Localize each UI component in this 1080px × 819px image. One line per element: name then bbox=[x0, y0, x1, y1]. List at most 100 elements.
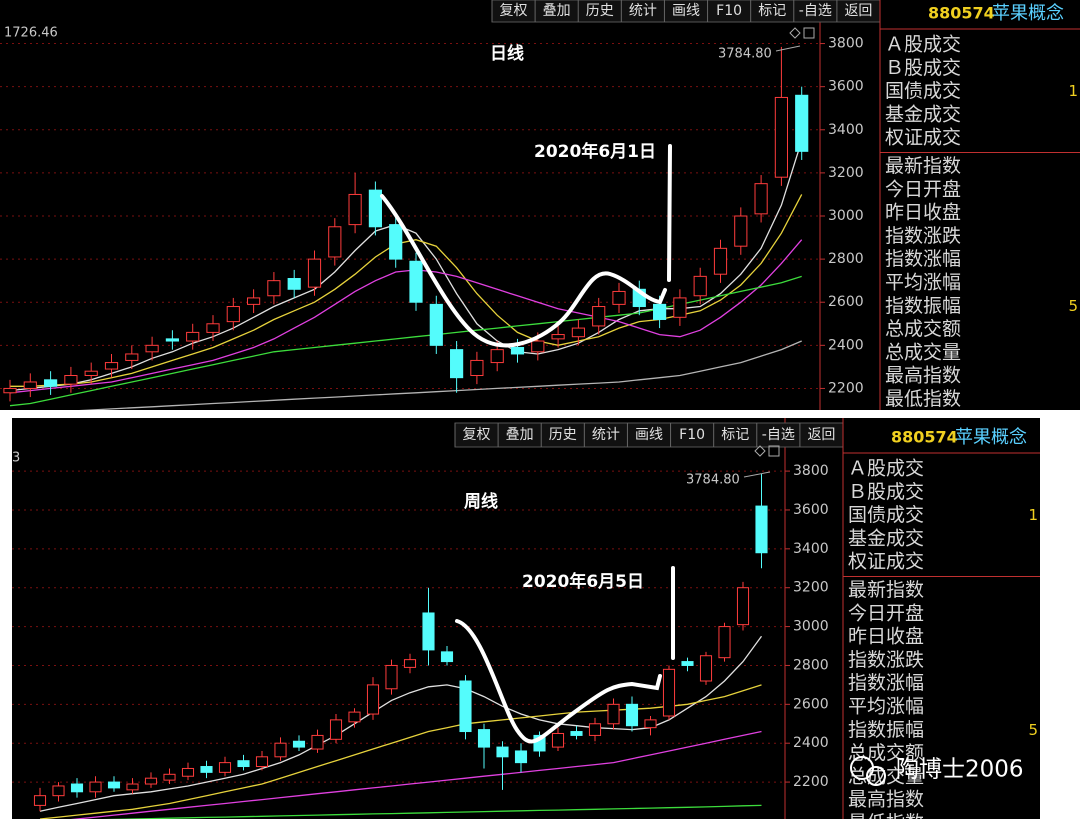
row-label: Ｂ股成交 bbox=[848, 481, 924, 503]
candle-body bbox=[366, 684, 380, 715]
row-label: 指数涨跌 bbox=[885, 225, 961, 247]
row-label: 指数涨跌 bbox=[848, 649, 924, 671]
row-label: 总成交量 bbox=[885, 341, 961, 363]
toolbar-button[interactable]: 叠加 bbox=[506, 427, 534, 443]
toolbar-button[interactable]: 返回 bbox=[807, 427, 835, 443]
toolbar-button[interactable]: F10 bbox=[716, 3, 742, 19]
candle-body bbox=[551, 334, 565, 340]
row-label: 基金成交 bbox=[885, 103, 961, 125]
row-value: 5 bbox=[1068, 297, 1078, 315]
toolbar-button[interactable]: -自选 bbox=[799, 3, 832, 19]
toolbar-button[interactable]: 历史 bbox=[586, 3, 614, 19]
candle-body bbox=[774, 96, 788, 178]
row-label: 总成交额 bbox=[885, 318, 961, 340]
row-label: 权证成交 bbox=[848, 551, 924, 573]
toolbar-button[interactable]: 画线 bbox=[672, 3, 700, 19]
toolbar-button[interactable]: 叠加 bbox=[543, 3, 571, 19]
candle-body bbox=[496, 746, 509, 758]
ma-line bbox=[10, 194, 803, 387]
candle-body bbox=[329, 719, 343, 740]
candle-body bbox=[385, 664, 398, 690]
row-label: 最高指数 bbox=[885, 365, 961, 387]
row-label: Ａ股成交 bbox=[885, 34, 961, 56]
icon bbox=[754, 445, 766, 457]
watermark: 陶博士2006 bbox=[896, 757, 1024, 783]
toolbar-button[interactable]: F10 bbox=[679, 427, 705, 443]
candle-body bbox=[736, 587, 750, 626]
ma-line bbox=[39, 684, 762, 819]
candle-body bbox=[307, 258, 322, 288]
toolbar-button[interactable]: 画线 bbox=[635, 427, 663, 443]
y-tick-label: 3800 bbox=[828, 36, 864, 52]
y-tick-label: 2800 bbox=[828, 251, 864, 267]
candle-body bbox=[64, 375, 78, 385]
hand-stroke bbox=[667, 144, 672, 282]
candle-body bbox=[795, 94, 809, 152]
high-pointer bbox=[743, 471, 771, 478]
row-label: 指数涨幅 bbox=[885, 248, 961, 270]
high-label: 3784.80 bbox=[686, 473, 740, 488]
candle-body bbox=[348, 193, 362, 226]
panel-name: 苹果概念 bbox=[992, 2, 1064, 24]
toolbar-button[interactable]: 历史 bbox=[549, 427, 577, 443]
ma-line bbox=[79, 340, 802, 410]
toolbar-button[interactable]: 标记 bbox=[758, 3, 786, 19]
row-value: 1 bbox=[1028, 506, 1038, 524]
row-label: 今日开盘 bbox=[848, 602, 924, 624]
hand-stroke bbox=[380, 194, 667, 348]
ma-line bbox=[9, 275, 802, 407]
candle-body bbox=[693, 275, 707, 297]
corner-label: 3 bbox=[12, 451, 20, 466]
candle-body bbox=[247, 297, 261, 305]
candle-body bbox=[368, 189, 382, 228]
candle-body bbox=[713, 247, 728, 275]
row-label: 最新指数 bbox=[848, 579, 924, 601]
toolbar-button[interactable]: 复权 bbox=[463, 426, 491, 443]
candle-body bbox=[754, 183, 768, 215]
candle-body bbox=[429, 303, 443, 346]
toolbar-button[interactable]: 标记 bbox=[721, 427, 749, 443]
row-value: 5 bbox=[1028, 721, 1038, 739]
row-label: Ａ股成交 bbox=[848, 458, 924, 480]
high-pointer bbox=[775, 45, 801, 52]
y-tick-label: 2400 bbox=[793, 735, 829, 751]
icon bbox=[789, 27, 801, 39]
candle-body bbox=[510, 346, 525, 355]
candle-body bbox=[70, 783, 84, 793]
candle-body bbox=[718, 626, 731, 659]
y-tick-label: 2600 bbox=[793, 696, 829, 712]
row-label: 最新指数 bbox=[885, 155, 961, 177]
candle-body bbox=[267, 280, 281, 297]
candle-body bbox=[107, 781, 121, 789]
row-value: 1 bbox=[1068, 82, 1078, 100]
candle-body bbox=[186, 331, 200, 342]
candle-body bbox=[440, 651, 454, 663]
candle-body bbox=[23, 381, 37, 389]
y-tick-label: 2400 bbox=[828, 337, 864, 353]
corner-label: 1726.46 bbox=[4, 26, 58, 41]
y-tick-label: 3600 bbox=[793, 502, 829, 518]
candle-body bbox=[104, 362, 119, 370]
toolbar-button[interactable]: 返回 bbox=[844, 3, 872, 19]
toolbar-button[interactable]: 统计 bbox=[592, 427, 620, 443]
candle-body bbox=[607, 703, 620, 725]
candle-body bbox=[551, 732, 565, 748]
ma-line bbox=[102, 804, 762, 819]
plot bbox=[0, 43, 820, 410]
candle-body bbox=[218, 762, 232, 773]
candle-body bbox=[200, 766, 213, 773]
candle-body bbox=[226, 306, 240, 323]
candle-body bbox=[531, 340, 545, 353]
toolbar-button[interactable]: -自选 bbox=[762, 427, 795, 443]
toolbar-button[interactable]: 统计 bbox=[629, 3, 657, 19]
candle-body bbox=[52, 785, 65, 797]
icon bbox=[803, 27, 815, 39]
candle-body bbox=[84, 370, 98, 377]
row-label: 基金成交 bbox=[848, 527, 924, 549]
candle-body bbox=[144, 777, 158, 785]
y-tick-label: 2200 bbox=[828, 380, 864, 396]
toolbar-button[interactable]: 复权 bbox=[500, 2, 528, 19]
y-tick-label: 2200 bbox=[793, 774, 829, 790]
candle-body bbox=[490, 349, 504, 364]
